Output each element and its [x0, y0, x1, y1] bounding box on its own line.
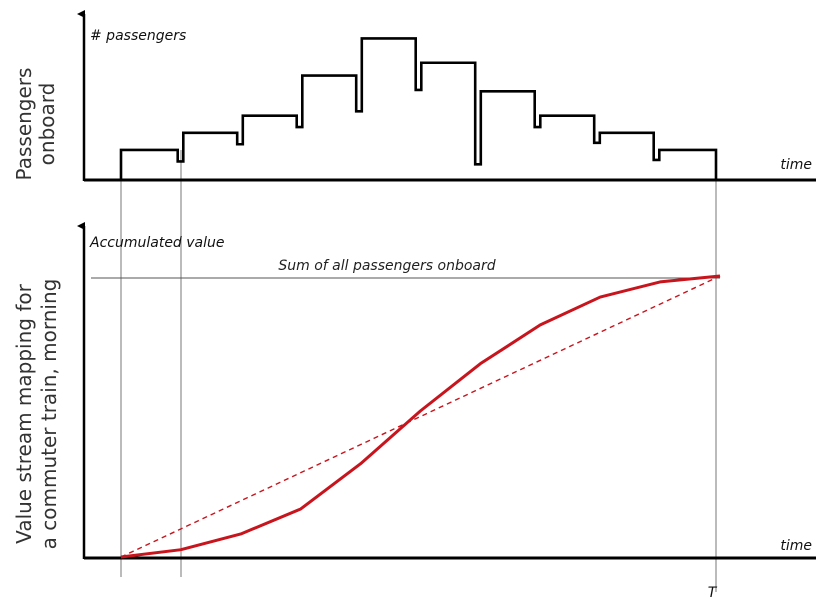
- x-marker-label: T: [708, 585, 718, 599]
- top-y-side-label-line2: onboard: [35, 83, 59, 166]
- accumulated-value-plot: [120, 274, 721, 559]
- top-y-axis-label: # passengers: [90, 28, 186, 44]
- linear-reference-series: [120, 275, 721, 558]
- accumulated-value-series: [120, 274, 721, 559]
- bottom-y-side-label-line2: a commuter train, morning: [37, 279, 61, 550]
- passengers-onboard-plot: [119, 37, 718, 180]
- bottom-y-axis-label: Accumulated value: [89, 235, 225, 251]
- top-y-side-label-line1: Passengers: [12, 68, 36, 181]
- passengers-step-line: [119, 37, 718, 180]
- top-x-axis-label: time: [780, 157, 812, 173]
- reference-label: Sum of all passengers onboard: [278, 258, 495, 274]
- bottom-x-axis-label: time: [780, 538, 812, 554]
- bottom-y-side-label-line1: Value stream mapping for: [12, 283, 36, 543]
